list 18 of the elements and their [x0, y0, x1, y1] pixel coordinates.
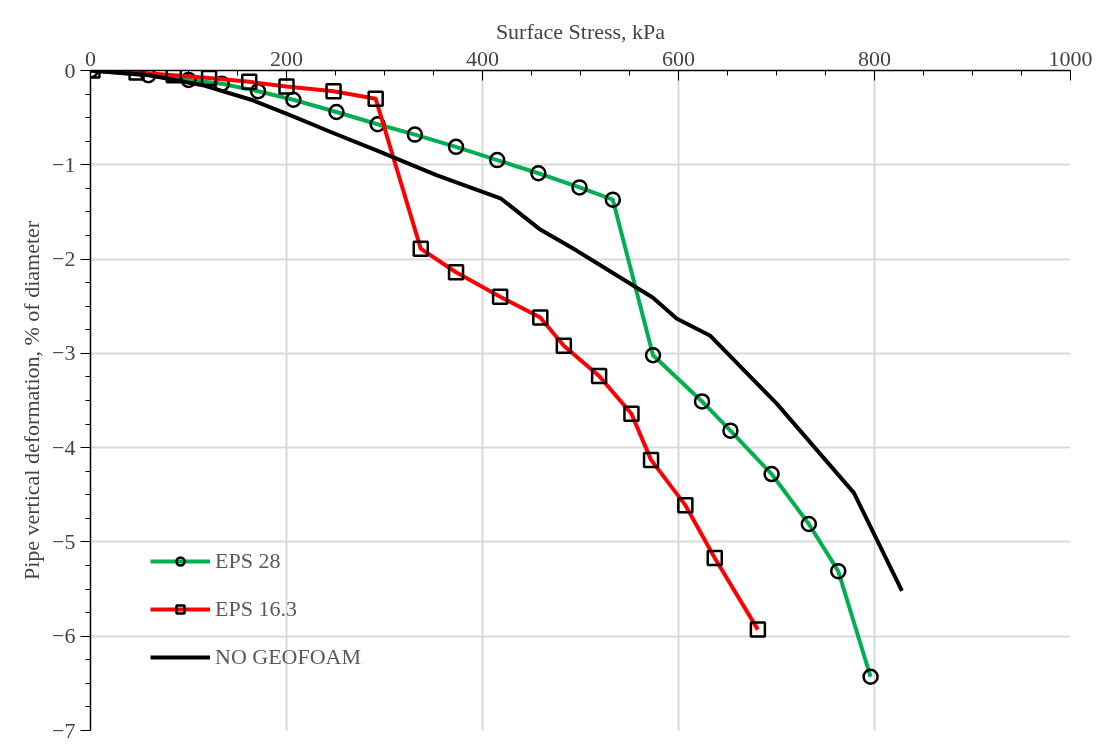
x-tick-label: 0 — [85, 45, 96, 71]
y-tick-label: −5 — [52, 528, 76, 554]
y-tick-label: −1 — [52, 151, 76, 177]
x-tick-label: 200 — [270, 45, 303, 71]
y-tick-label: −2 — [52, 246, 76, 272]
y-tick-label: −7 — [52, 717, 76, 743]
y-tick-label: −3 — [52, 340, 76, 366]
x-tick-label: 600 — [662, 45, 695, 71]
legend-label: EPS 16.3 — [215, 596, 297, 622]
x-tick-label: 1000 — [1048, 45, 1093, 71]
y-axis-title: Pipe vertical deformation, % of diameter — [19, 220, 45, 581]
legend-label: EPS 28 — [215, 548, 281, 574]
x-axis-title: Surface Stress, kPa — [495, 18, 666, 44]
x-tick-label: 800 — [858, 45, 891, 71]
legend-label: NO GEOFOAM — [215, 644, 362, 670]
y-tick-label: −4 — [52, 434, 76, 460]
y-tick-label: −6 — [52, 623, 76, 649]
x-tick-label: 400 — [466, 45, 499, 71]
